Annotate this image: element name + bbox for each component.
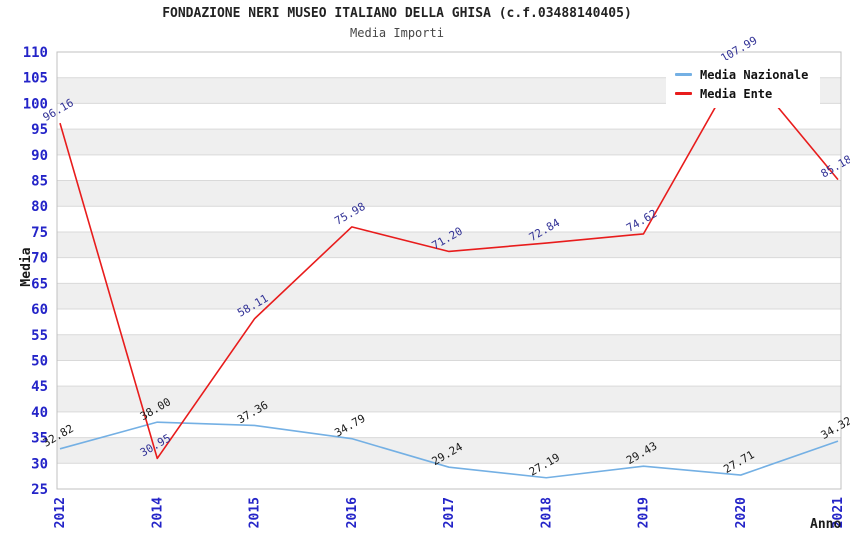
y-tick-label: 85	[31, 174, 48, 190]
plot-band	[57, 437, 841, 464]
y-axis-title: Media	[19, 247, 34, 286]
x-tick-label: 2014	[150, 497, 165, 528]
y-tick-label: 55	[31, 328, 48, 344]
plot-band	[57, 386, 841, 412]
series-line-media-nazionale	[59, 421, 839, 479]
legend: Media Nazionale Media Ente	[666, 60, 821, 108]
y-tick-label: 100	[23, 96, 48, 112]
data-label: 34.79	[332, 412, 367, 440]
x-tick-label: 2021	[831, 497, 846, 528]
plot-border	[56, 51, 842, 490]
x-tick-label: 2020	[734, 497, 749, 528]
media-nazionale-line-swatch-icon	[675, 73, 692, 76]
legend-label-media-nazionale: Media Nazionale	[700, 67, 809, 82]
x-tick-label: 2017	[442, 497, 457, 528]
y-tick-label: 60	[31, 302, 48, 318]
y-tick-label: 25	[31, 482, 48, 498]
x-tick-label: 2015	[248, 497, 263, 528]
y-tick-label: 35	[31, 431, 48, 447]
series-line-media-ente	[59, 61, 839, 460]
plot-band	[57, 334, 841, 361]
legend-label-media-ente: Media Ente	[700, 86, 773, 101]
x-tick-label: 2012	[53, 497, 68, 528]
y-tick-label: 50	[31, 353, 48, 369]
x-axis-title: Anno	[810, 517, 841, 532]
plot-band	[57, 180, 841, 207]
y-tick-label: 30	[31, 456, 48, 472]
y-tick-label: 40	[31, 405, 48, 421]
y-tick-label: 45	[31, 379, 48, 395]
y-tick-label: 70	[31, 251, 48, 267]
x-tick-label: 2019	[637, 497, 652, 528]
y-tick-label: 80	[31, 199, 48, 215]
plot-band	[57, 283, 841, 310]
x-tick-label: 2016	[345, 497, 360, 528]
x-tick-label: 2018	[539, 497, 554, 528]
y-tick-label: 90	[31, 148, 48, 164]
y-tick-label: 65	[31, 276, 48, 292]
y-tick-label: 95	[31, 122, 48, 138]
media-ente-line-swatch-icon	[675, 92, 692, 95]
y-tick-label: 75	[31, 225, 48, 241]
plot-band	[57, 231, 841, 258]
data-label: 74.62	[624, 207, 659, 235]
plot-band	[57, 129, 841, 155]
y-tick-label: 110	[23, 45, 48, 61]
legend-item-media-nazionale: Media Nazionale	[675, 65, 808, 84]
legend-item-media-ente: Media Ente	[675, 84, 808, 103]
y-tick-label: 105	[23, 71, 48, 87]
